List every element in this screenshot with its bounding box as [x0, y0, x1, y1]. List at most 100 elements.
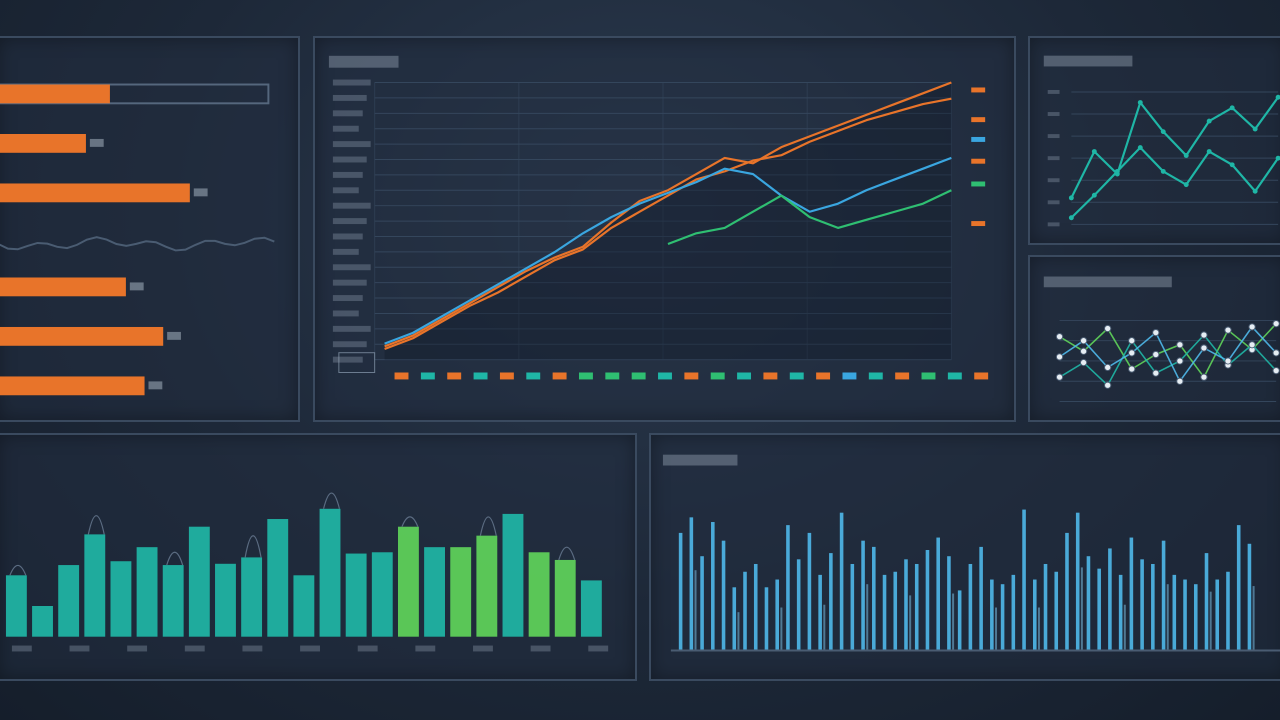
- v-bar: [796, 559, 801, 650]
- y-tick-label: [332, 187, 359, 194]
- horizontal-bar-chart: [0, 83, 275, 396]
- data-point: [1252, 126, 1258, 132]
- v-bar: [711, 522, 715, 650]
- data-point: [1152, 328, 1160, 337]
- v-bar: [1161, 540, 1166, 650]
- v-bar: [1204, 553, 1209, 650]
- h-bar-value-mark: [148, 381, 163, 390]
- v-bar: [1226, 571, 1230, 650]
- data-point: [1079, 358, 1088, 367]
- v-bar: [1086, 556, 1091, 650]
- v-bar: [818, 574, 822, 650]
- v-bar: [807, 532, 812, 650]
- v-bar: [1108, 548, 1112, 650]
- h-bar-value-mark: [167, 331, 181, 340]
- v-bar: [84, 534, 106, 637]
- title-mark: [1043, 55, 1133, 67]
- x-tick-marker: [420, 372, 435, 380]
- main-line-chart: [328, 55, 989, 380]
- v-bar-shadow: [1209, 591, 1212, 650]
- x-tick-marker: [605, 372, 620, 380]
- v-bar: [947, 556, 951, 650]
- bar-arc: [87, 515, 105, 535]
- x-tick-marker: [658, 372, 672, 380]
- data-point: [1114, 168, 1120, 174]
- data-point: [1275, 155, 1280, 161]
- x-tick-marker: [394, 372, 409, 380]
- v-bar: [700, 556, 704, 650]
- v-bar: [528, 552, 550, 637]
- x-tick-marker: [710, 372, 725, 380]
- v-bar: [188, 526, 210, 637]
- y-tick-label: [332, 310, 359, 317]
- legend-swatch: [971, 117, 986, 123]
- data-point: [1200, 373, 1208, 381]
- v-bar: [914, 563, 919, 650]
- x-tick-label: [184, 645, 205, 652]
- bar-arc: [558, 546, 576, 561]
- v-bar: [293, 575, 315, 637]
- y-tick-label: [332, 248, 359, 255]
- top-right-line-panel: [1028, 36, 1280, 245]
- x-tick-marker: [763, 372, 778, 380]
- x-tick-label: [473, 645, 493, 652]
- v-bar: [1129, 537, 1134, 650]
- bar-track: [0, 83, 270, 105]
- data-point: [1137, 100, 1143, 105]
- v-bar: [957, 590, 962, 650]
- x-tick-marker: [552, 372, 567, 380]
- v-bar: [424, 547, 445, 637]
- v-bar: [743, 571, 747, 650]
- x-tick-marker: [789, 372, 804, 380]
- data-point: [1275, 94, 1280, 100]
- data-point: [1079, 337, 1088, 345]
- v-bar-shadow: [737, 612, 740, 650]
- v-bar: [990, 579, 994, 650]
- v-bar: [32, 605, 53, 637]
- data-point: [1128, 349, 1136, 357]
- v-bar: [397, 526, 419, 637]
- v-bar: [476, 535, 498, 637]
- data-point: [1252, 188, 1258, 194]
- y-tick-label: [1047, 89, 1060, 94]
- series-line: [1070, 96, 1280, 199]
- bottom-right-bar-chart: [662, 454, 1280, 652]
- v-bar: [1075, 512, 1080, 650]
- v-bar: [1011, 574, 1016, 650]
- v-bar-shadow: [1252, 586, 1255, 650]
- v-bar-shadow: [952, 593, 955, 650]
- data-point: [1272, 320, 1280, 328]
- v-bar: [764, 587, 769, 650]
- v-bar: [839, 512, 844, 650]
- legend-swatch: [971, 181, 986, 187]
- data-point: [1248, 341, 1256, 349]
- data-point: [1248, 323, 1256, 331]
- y-tick-label: [1047, 112, 1060, 116]
- data-point: [1176, 357, 1184, 365]
- h-bar: [0, 133, 86, 153]
- x-tick-marker: [499, 372, 514, 380]
- v-bar: [580, 580, 602, 637]
- bottom-right-bar-panel: [649, 433, 1280, 681]
- x-tick-marker: [526, 372, 541, 380]
- v-bar: [1193, 584, 1198, 650]
- v-bar: [1065, 532, 1069, 650]
- series-line: [1059, 325, 1277, 383]
- y-tick-label: [332, 110, 363, 117]
- data-point: [1183, 182, 1189, 188]
- data-point: [1224, 357, 1232, 365]
- y-tick-label: [1047, 200, 1060, 205]
- data-point: [1160, 129, 1166, 135]
- x-tick-marker: [684, 372, 699, 380]
- v-bar: [58, 565, 80, 637]
- data-point: [1055, 353, 1064, 361]
- data-point: [1104, 324, 1112, 333]
- series-line: [1059, 333, 1277, 387]
- v-bar: [786, 525, 790, 650]
- h-bar-value-mark: [129, 282, 144, 291]
- data-point: [1200, 331, 1208, 339]
- v-bar: [753, 563, 758, 650]
- v-bar: [872, 546, 876, 650]
- y-tick-label: [332, 279, 367, 286]
- x-tick-label: [588, 645, 609, 652]
